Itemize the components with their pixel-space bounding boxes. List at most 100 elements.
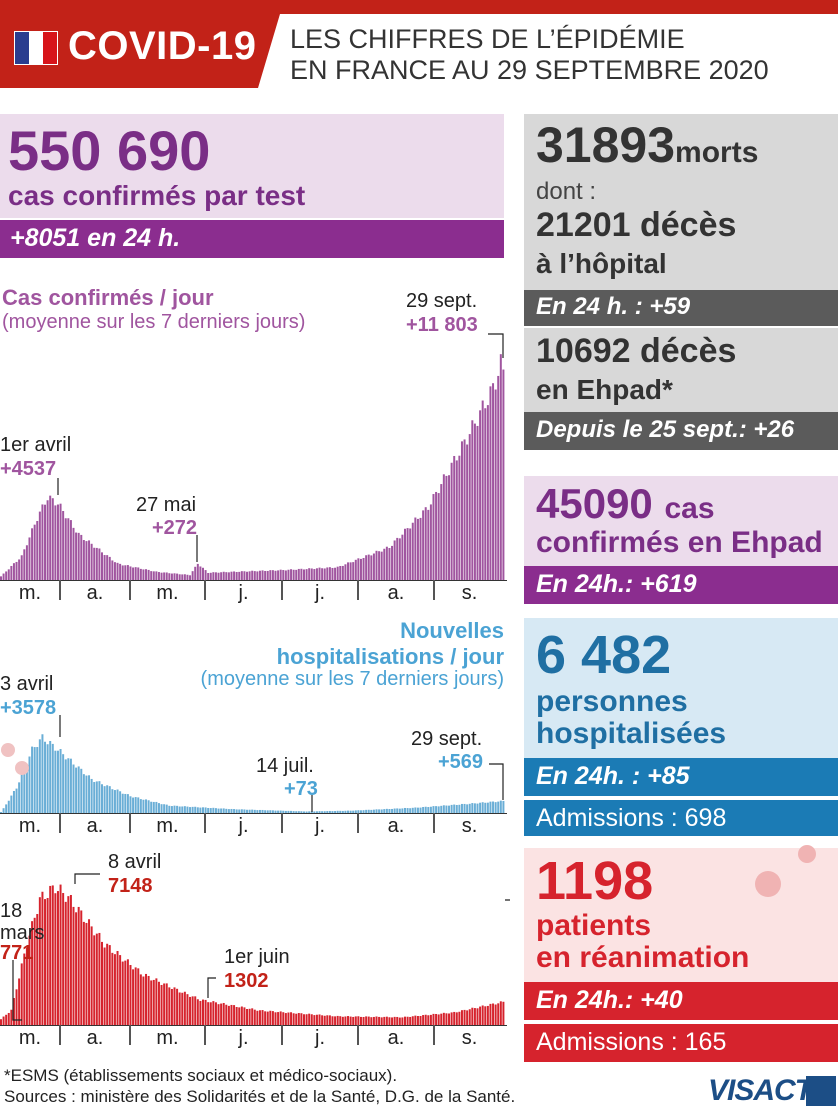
bar <box>347 810 350 813</box>
bar <box>295 811 298 813</box>
bar <box>471 420 474 580</box>
bar <box>240 809 243 813</box>
bar <box>398 1017 401 1025</box>
bar <box>271 570 274 580</box>
bar <box>207 807 210 813</box>
bar <box>274 570 277 580</box>
icu-admissions-bar <box>524 1024 838 1062</box>
chart3-annot-2-value: 7148 <box>108 875 153 897</box>
bar <box>176 988 179 1025</box>
bar <box>222 808 225 813</box>
bar <box>499 354 502 580</box>
bar <box>339 810 342 813</box>
bar <box>396 537 399 580</box>
bar <box>196 999 199 1025</box>
sources: Sources : ministère des Solidarités et d… <box>4 1087 516 1106</box>
deaths-hospital: 21201 décès <box>536 206 737 244</box>
chart1-subtitle: (moyenne sur les 7 derniers jours) <box>2 311 306 333</box>
bar <box>101 784 103 813</box>
bar <box>196 807 199 813</box>
bar <box>282 1012 285 1025</box>
bar <box>427 807 430 813</box>
bar <box>411 807 414 813</box>
bar <box>222 1002 225 1025</box>
bar <box>25 764 28 813</box>
bar <box>486 1005 489 1025</box>
bar <box>15 788 18 813</box>
bar <box>357 810 360 813</box>
bar <box>41 504 44 580</box>
bar <box>248 1008 251 1025</box>
bar <box>256 1010 259 1025</box>
bar <box>499 800 502 813</box>
bar <box>372 553 375 580</box>
icu-delta: En 24h.: +40 <box>536 986 683 1014</box>
bar <box>453 455 456 580</box>
annotation-leader <box>207 977 216 998</box>
bar <box>106 943 109 1025</box>
bar <box>116 789 119 813</box>
bar <box>448 805 451 813</box>
bar <box>85 922 88 1025</box>
annotation-leader <box>74 873 100 884</box>
chart3-annot-3-label: 1er juin <box>224 946 290 968</box>
cases-number: 550 690 <box>8 119 211 182</box>
bar <box>383 1016 386 1025</box>
bar <box>404 528 406 580</box>
bar <box>466 804 469 813</box>
bar <box>147 975 150 1025</box>
bar <box>25 947 28 1025</box>
bar <box>323 1015 326 1025</box>
bar <box>308 568 311 580</box>
icu-admissions: Admissions : 165 <box>536 1028 727 1056</box>
bar <box>64 518 67 580</box>
bar <box>287 810 290 813</box>
bar <box>132 567 135 580</box>
bar <box>160 804 163 813</box>
bar <box>352 1016 355 1025</box>
bar <box>432 494 435 580</box>
bar <box>318 1014 321 1025</box>
bar <box>238 1007 241 1025</box>
annotation-leader <box>488 333 504 358</box>
bar <box>305 569 308 580</box>
bar <box>98 932 101 1025</box>
bar <box>2 808 5 813</box>
month-label: j. <box>314 815 325 837</box>
bar <box>388 809 391 813</box>
bar <box>25 545 28 580</box>
bar <box>290 1012 293 1025</box>
bar <box>204 999 207 1025</box>
virus-icon <box>755 845 816 897</box>
bar <box>165 804 168 813</box>
bar <box>328 1015 331 1025</box>
bar <box>279 1011 282 1025</box>
bar <box>77 532 80 580</box>
icu-label: patients en réanimation <box>536 909 750 974</box>
bar <box>391 1017 394 1025</box>
bar <box>217 572 220 580</box>
bar <box>450 462 453 580</box>
bar <box>181 574 184 580</box>
bar <box>44 741 47 813</box>
bar <box>437 806 440 813</box>
bar <box>458 804 461 813</box>
bar <box>220 572 223 580</box>
ehpad-cases-delta: En 24h.: +619 <box>536 570 697 598</box>
bar <box>284 810 287 813</box>
deaths-total-unit: morts <box>675 136 759 169</box>
bar <box>93 782 96 813</box>
bar <box>489 801 492 813</box>
bar <box>173 987 176 1025</box>
bar <box>419 1015 422 1025</box>
bar <box>98 548 101 580</box>
page-title: COVID-19 <box>68 24 257 68</box>
bar <box>274 810 277 813</box>
chart1-annot-2-label: 27 mai <box>136 494 197 516</box>
bar <box>243 1007 246 1025</box>
hospitalized-admissions: Admissions : 698 <box>536 804 727 832</box>
month-label: j. <box>238 1027 249 1049</box>
bar <box>269 1010 272 1025</box>
bar <box>134 567 137 580</box>
bar <box>305 1014 308 1025</box>
